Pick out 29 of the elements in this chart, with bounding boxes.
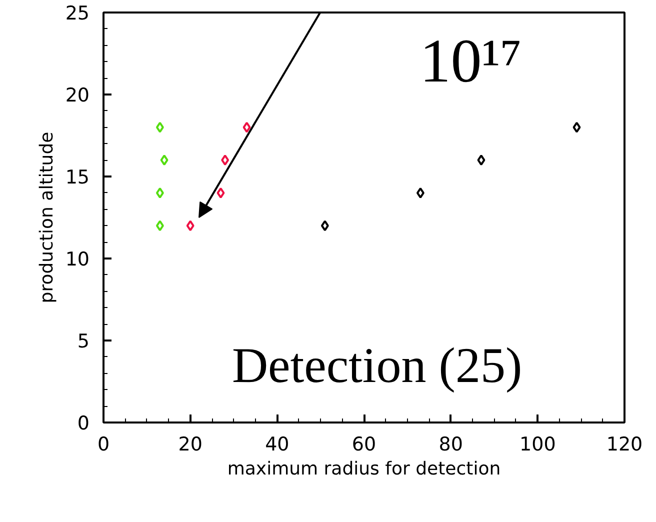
annotation: Detection (25) bbox=[232, 337, 522, 394]
x-tick-label: 20 bbox=[178, 434, 202, 456]
point bbox=[572, 122, 581, 133]
point bbox=[156, 187, 164, 198]
y-tick-label: 20 bbox=[65, 84, 90, 106]
x-tick-label: 0 bbox=[97, 434, 110, 456]
point bbox=[186, 220, 194, 232]
x-axis-title: maximum radius for detection bbox=[227, 458, 501, 480]
point bbox=[216, 187, 225, 198]
y-tick-label: 5 bbox=[77, 330, 90, 352]
x-tick-label: 80 bbox=[438, 434, 463, 456]
x-tick-label: 60 bbox=[352, 434, 376, 456]
point bbox=[221, 154, 230, 166]
x-tick-label: 40 bbox=[265, 434, 290, 456]
point bbox=[156, 220, 164, 232]
point bbox=[242, 122, 251, 133]
x-tick-label: 100 bbox=[520, 434, 556, 456]
x-tick-label: 120 bbox=[606, 434, 643, 456]
point bbox=[477, 154, 486, 166]
annotation: 10¹⁷ bbox=[420, 28, 522, 96]
point bbox=[320, 220, 329, 232]
y-tick-label: 0 bbox=[77, 412, 90, 434]
point bbox=[156, 122, 164, 133]
y-tick-label: 10 bbox=[65, 248, 90, 270]
y-axis-title: production altitude bbox=[36, 132, 58, 304]
point bbox=[416, 187, 424, 198]
y-tick-label: 25 bbox=[65, 2, 90, 24]
point bbox=[160, 154, 168, 166]
y-tick-label: 15 bbox=[65, 166, 90, 188]
